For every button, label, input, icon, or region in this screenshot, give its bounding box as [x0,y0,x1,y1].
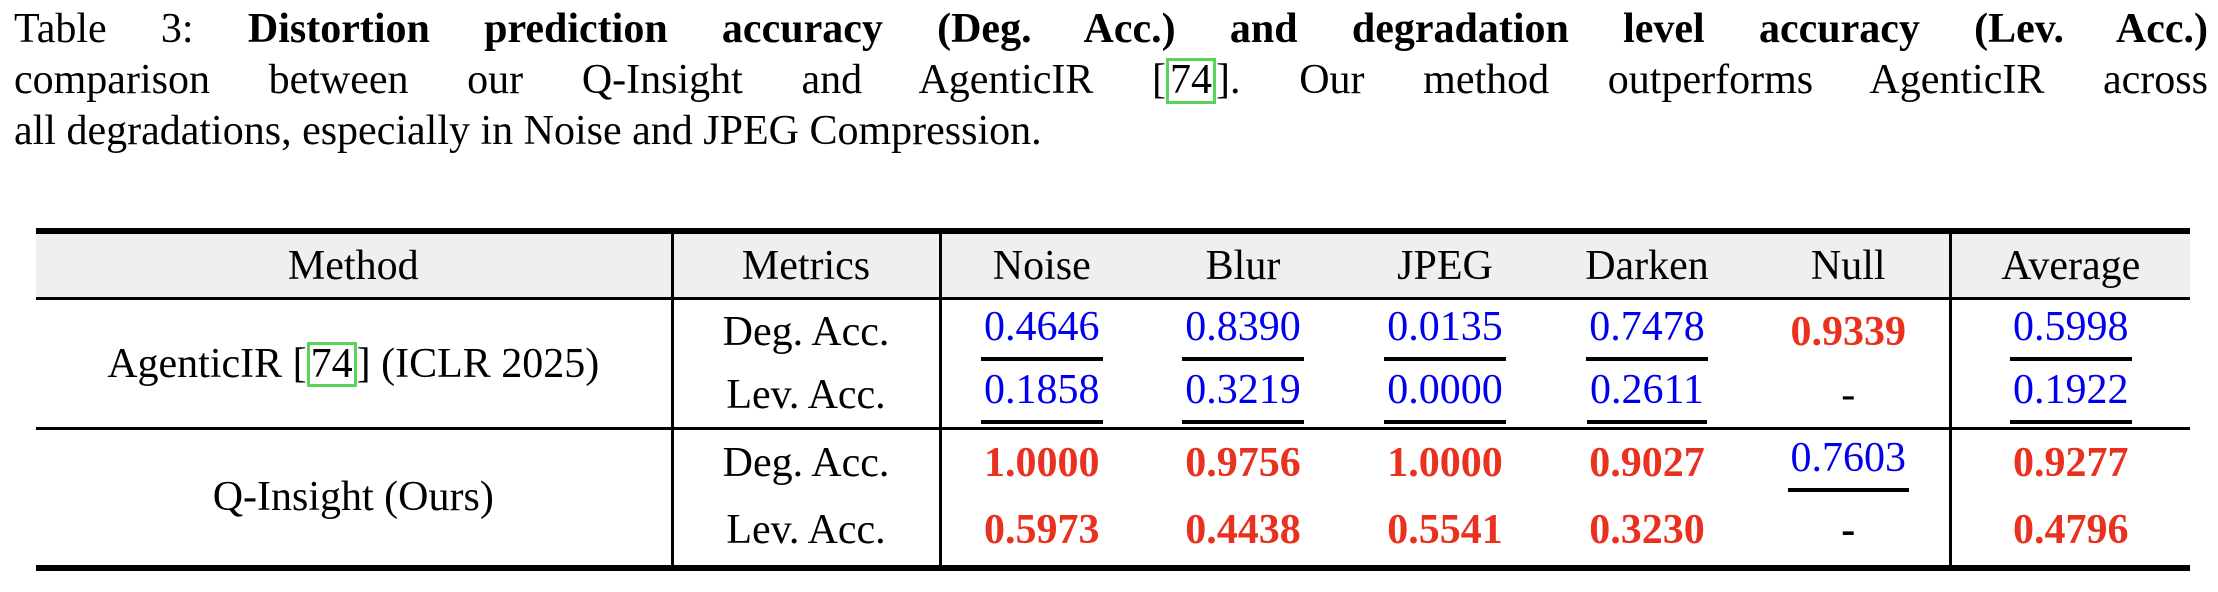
citation-link-74[interactable]: 74 [306,341,357,388]
value-best: 0.4438 [1185,507,1301,553]
value-underlined: 0.2611 [1587,366,1707,425]
value-best: 1.0000 [984,439,1100,486]
header-row: Method Metrics Noise Blur JPEG Darken Nu… [36,231,2190,300]
table-row: Lev. Acc. 0.1858 0.3219 0.0000 0.2611 - … [36,363,2190,430]
header-metrics: Metrics [670,231,940,300]
value-cell: 0.5973 [938,495,1142,568]
method-agenticir-post: ] (ICLR 2025) [356,340,600,387]
caption-bold-title: Distortion prediction accuracy (Deg. Acc… [247,6,2209,52]
value-cell: 0.8390 [1142,299,1344,364]
header-null: Null [1748,231,1950,300]
value-cell: - [1748,496,1950,568]
value-cell: 0.2611 [1546,363,1748,430]
value-cell: 0.0000 [1344,363,1546,430]
value-cell: 0.7478 [1546,299,1748,364]
table-row: Lev. Acc. 0.5973 0.4438 0.5541 0.3230 - … [36,495,2190,568]
header-noise: Noise [938,231,1142,300]
caption-line2-post: ]. Our method outperforms AgenticIR acro… [1216,57,2208,103]
header-jpeg: JPEG [1344,231,1546,300]
value-underlined: 0.1922 [2010,366,2132,425]
header-average: Average [1948,231,2190,300]
value-cell: 0.1922 [1948,363,2190,430]
value-best: 1.0000 [1387,439,1503,486]
value-underlined: 0.7603 [1787,434,1909,492]
value-best: 0.9756 [1185,439,1301,486]
header-method: Method [36,231,672,300]
value-cell: 0.9339 [1748,299,1950,364]
value-cell: 0.3219 [1142,363,1344,430]
value-best: 0.9027 [1589,439,1705,486]
value-cell: 0.9027 [1546,429,1748,496]
caption-line-3: all degradations, especially in Noise an… [14,108,1042,154]
value-best: 0.9339 [1790,308,1907,355]
value-best: 0.5541 [1387,507,1503,553]
value-cell: 1.0000 [938,428,1142,496]
value-underlined: 0.5998 [2010,303,2132,361]
value-cell: 0.4646 [938,298,1142,364]
table-row: AgenticIR [74] (ICLR 2025) Deg. Acc. 0.4… [36,298,2190,430]
metric-label: Lev. Acc. [670,495,940,568]
value-cell: 0.3230 [1546,496,1748,568]
value-underlined: 0.0135 [1384,303,1506,361]
value-cell: 0.4796 [1948,495,2190,568]
value-best: 0.9277 [2013,439,2129,486]
value-underlined: 0.8390 [1182,303,1304,361]
method-agenticir-pre: AgenticIR [ [107,340,307,387]
value-cell: - [1748,363,1950,430]
caption-table-label: Table 3: [14,6,194,52]
value-underlined: 0.3219 [1182,366,1304,425]
value-best: 0.4796 [2013,507,2129,553]
caption-line-1: Table 3: Distortion prediction accuracy … [14,4,2208,55]
value-cell: 0.1858 [938,363,1142,430]
header-blur: Blur [1142,231,1344,300]
metric-label: Deg. Acc. [670,298,940,364]
value-cell: 0.4438 [1142,496,1344,568]
value-underlined: 0.7478 [1586,303,1708,361]
value-cell: 0.0135 [1344,299,1546,364]
value-cell: 1.0000 [1344,429,1546,496]
value-underlined: 0.1858 [981,366,1103,425]
value-cell: 0.5541 [1344,496,1546,568]
value-dash: - [1841,507,1856,553]
value-underlined: 0.4646 [981,303,1103,361]
results-table: Method Metrics Noise Blur JPEG Darken Nu… [36,228,2190,571]
metric-label: Lev. Acc. [670,363,940,430]
value-cell: 0.5998 [1948,298,2190,364]
metric-label: Deg. Acc. [670,428,940,496]
citation-link-74[interactable]: 74 [1166,58,1217,104]
table-caption: Table 3: Distortion prediction accuracy … [14,4,2208,157]
value-cell: 0.9756 [1142,429,1344,496]
value-best: 0.5973 [984,507,1100,553]
method-name-qinsight: Q-Insight (Ours) [212,474,494,521]
table-row: Q-Insight (Ours) Deg. Acc. 1.0000 0.9756… [36,428,2190,520]
value-cell: 0.9277 [1948,428,2190,496]
value-cell: 0.7603 [1748,429,1950,496]
value-dash: - [1841,372,1856,419]
caption-line2-pre: comparison between our Q-Insight and Age… [14,57,1167,103]
value-underlined: 0.0000 [1384,366,1506,425]
value-best: 0.3230 [1589,507,1705,553]
method-name-agenticir: AgenticIR [74] (ICLR 2025) [36,298,672,430]
caption-line-2: comparison between our Q-Insight and Age… [14,55,2208,106]
header-darken: Darken [1546,231,1748,300]
